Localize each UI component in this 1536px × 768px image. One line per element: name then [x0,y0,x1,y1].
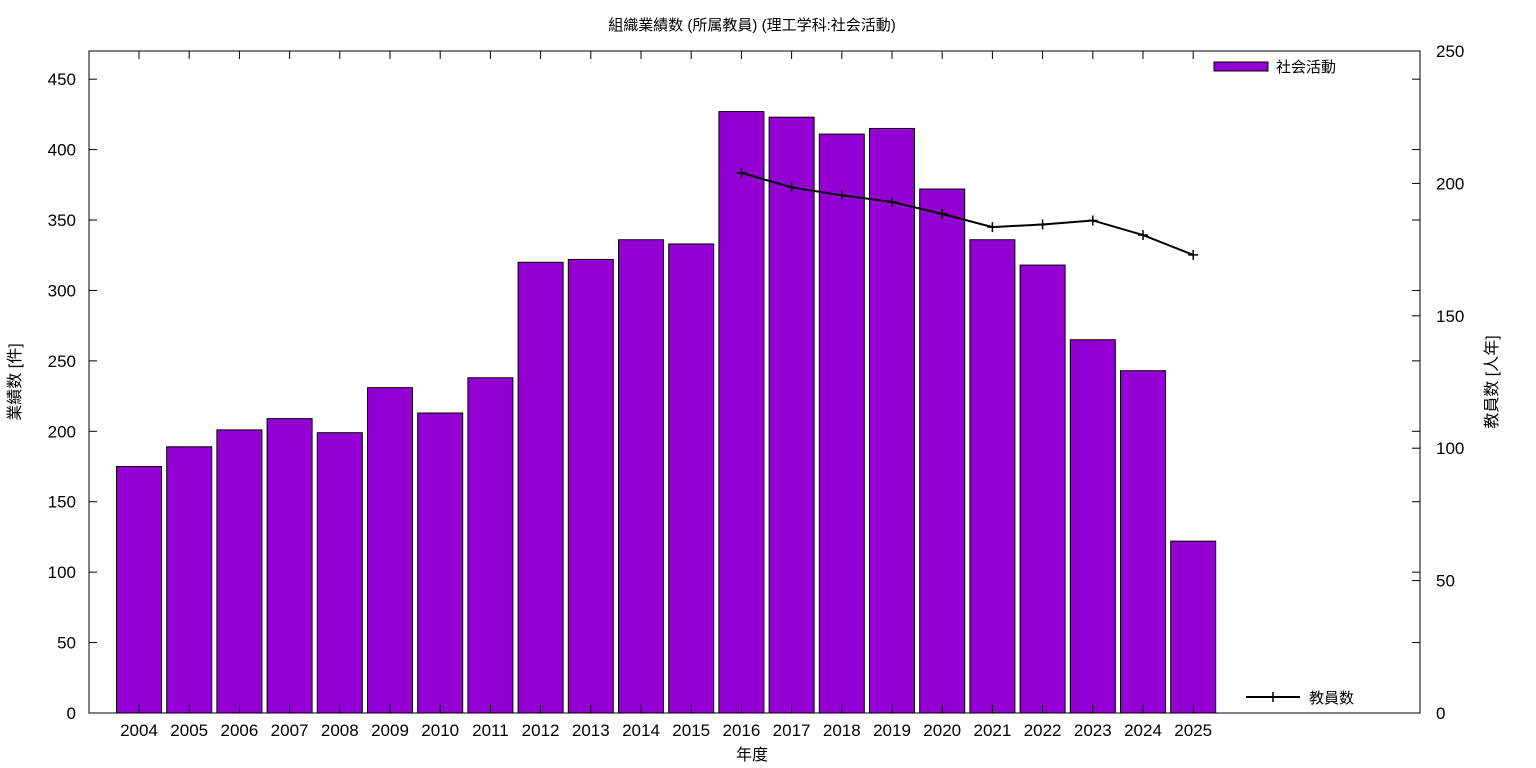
x-tick-label: 2015 [672,721,710,740]
x-tick-label: 2011 [472,721,509,740]
y-axis-label: 業績数 [件] [6,343,24,420]
x-tick-label: 2018 [823,721,861,740]
y-tick-label: 450 [48,70,76,89]
y-tick-label: 250 [48,352,76,371]
line-point [987,222,998,233]
bar [768,116,815,714]
bar [618,239,664,714]
y2-tick-label: 0 [1436,704,1445,723]
bar [1120,370,1166,714]
bar [367,387,413,714]
line-point [786,182,797,193]
bar [818,133,865,714]
line-point [836,190,847,201]
y-tick-label: 50 [57,634,76,653]
y2-tick-label: 200 [1436,174,1464,193]
line-point [887,196,897,207]
bar [266,418,313,714]
x-axis-label: 年度 [736,746,768,764]
x-axis: 2004 2005 2006 2007 2008 2009 2010 2011 2012 2013… [120,51,1212,740]
legend-bar-swatch [1213,61,1269,72]
x-tick-label: 2010 [421,721,459,740]
chart-title: 組織業績数 (所属教員) (理工学科:社会活動) [608,17,896,34]
line-path [741,171,1194,256]
x-tick-label: 2012 [522,721,560,740]
y2-tick-label: 150 [1436,307,1464,326]
y-tick-label: 200 [48,422,76,441]
y-axis-right: 0 50 100 150 200 250 [1412,42,1464,723]
x-tick-label: 2023 [1074,721,1112,740]
x-tick-label: 2006 [220,721,258,740]
x-tick-label: 2004 [120,721,158,740]
bar [216,429,263,714]
line-point [1188,249,1199,260]
bar [1019,264,1066,714]
legend-line: 教員数 [1246,690,1354,707]
bar-series [116,111,1217,714]
bar [1069,339,1116,714]
x-tick-label: 2020 [923,721,961,740]
bar [316,432,363,714]
x-tick-label: 2009 [371,721,409,740]
x-tick-label: 2021 [973,721,1011,740]
bar [718,111,765,714]
line-point [937,208,948,219]
y2-axis-label: 教員数 [人年] [1483,335,1501,428]
line-point [1138,230,1148,241]
line-point [1087,215,1098,226]
x-tick-label: 2005 [170,721,208,740]
y2-tick-label: 250 [1436,42,1464,61]
y-tick-label: 300 [48,281,76,300]
x-tick-label: 2025 [1174,721,1212,740]
y-tick-label: 400 [48,141,76,160]
line-point [1037,219,1048,230]
bar [668,243,715,714]
x-tick-label: 2017 [773,721,811,740]
bar [1170,540,1217,714]
x-tick-label: 2016 [722,721,760,740]
x-tick-label: 2024 [1124,721,1162,740]
x-tick-label: 2008 [321,721,359,740]
bar [969,239,1016,714]
bar [116,466,162,714]
bar [417,412,464,714]
bar [166,446,213,714]
x-tick-label: 2013 [572,721,610,740]
y-tick-label: 0 [67,704,76,723]
y2-tick-label: 50 [1436,572,1455,591]
y-tick-label: 100 [48,563,76,582]
legend-bar-label: 社会活動 [1276,59,1336,76]
y-tick-label: 350 [48,211,76,230]
bar [517,261,564,714]
legend-bar: 社会活動 [1213,59,1336,76]
x-tick-label: 2019 [873,721,911,740]
bar [919,188,966,714]
legend-line-label: 教員数 [1309,690,1354,707]
line-series [736,167,1199,260]
bar [567,258,614,714]
x-tick-label: 2022 [1024,721,1062,740]
x-tick-label: 2014 [622,721,660,740]
y2-tick-label: 100 [1436,439,1464,458]
bar [869,127,915,714]
x-tick-label: 2007 [271,721,309,740]
line-point [736,167,747,178]
y-axis-left: 0 50 100 150 200 250 300 350 400 450 [48,70,1420,723]
y-tick-label: 150 [48,493,76,512]
bar [467,377,514,714]
